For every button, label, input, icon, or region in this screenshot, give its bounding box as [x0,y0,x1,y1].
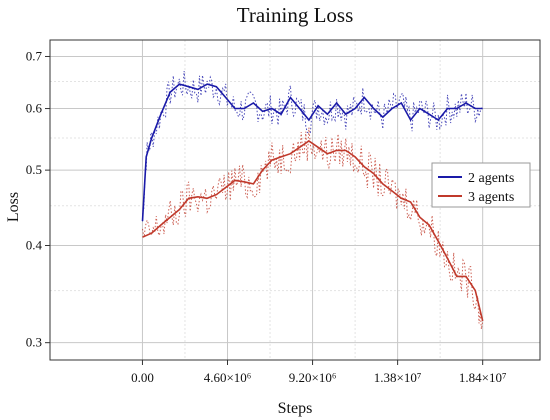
y-tick-label: 0.5 [26,162,42,177]
y-tick-label: 0.4 [26,238,43,253]
x-tick-label: 1.38×10⁷ [374,370,422,385]
x-tick-label: 1.84×10⁷ [459,370,507,385]
legend-label-3-agents: 3 agents [468,190,514,205]
plot-frame [49,39,541,361]
x-tick-label: 4.60×10⁶ [204,370,252,385]
axis-ticks: 0.3 0.4 0.5 0.6 0.7 0.00 4.60×10⁶ 9.20×10⁶ 1.38×… [26,48,507,385]
3-agents-raw-line [142,127,484,330]
legend: 2 agents 3 agents [431,162,531,208]
y-tick-label: 0.6 [26,101,43,116]
grid [50,40,540,360]
x-tick-label: 9.20×10⁶ [289,370,337,385]
legend-box [431,162,531,208]
series-lines [141,70,484,330]
2-agents-line [141,83,483,222]
chart-title: Training Loss [237,3,354,27]
x-tick-label: 0.00 [131,370,154,385]
y-tick-label: 0.3 [26,335,42,350]
legend-label-2-agents: 2 agents [468,171,514,186]
y-tick-label: 0.7 [26,48,43,63]
3-agents-line [142,140,484,322]
x-axis-label: Steps [278,400,313,417]
2-agents-raw-line [142,70,483,222]
y-axis-label: Loss [5,192,22,222]
